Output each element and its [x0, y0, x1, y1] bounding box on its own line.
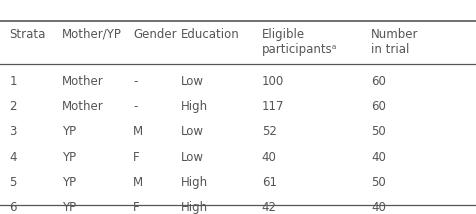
Text: 3: 3	[10, 125, 17, 138]
Text: 50: 50	[371, 176, 386, 189]
Text: 40: 40	[262, 151, 277, 164]
Text: 40: 40	[371, 201, 386, 214]
Text: High: High	[181, 176, 208, 189]
Text: Mother/YP: Mother/YP	[62, 28, 122, 41]
Text: 60: 60	[371, 75, 386, 88]
Text: Education: Education	[181, 28, 239, 41]
Text: 2: 2	[10, 100, 17, 113]
Text: 60: 60	[371, 100, 386, 113]
Text: 50: 50	[371, 125, 386, 138]
Text: 100: 100	[262, 75, 284, 88]
Text: High: High	[181, 100, 208, 113]
Text: M: M	[133, 176, 143, 189]
Text: YP: YP	[62, 151, 76, 164]
Text: 40: 40	[371, 151, 386, 164]
Text: Gender: Gender	[133, 28, 177, 41]
Text: Number
in trial: Number in trial	[371, 28, 419, 56]
Text: 61: 61	[262, 176, 277, 189]
Text: F: F	[133, 151, 140, 164]
Text: M: M	[133, 125, 143, 138]
Text: Mother: Mother	[62, 100, 104, 113]
Text: 117: 117	[262, 100, 284, 113]
Text: -: -	[133, 75, 138, 88]
Text: -: -	[133, 100, 138, 113]
Text: 42: 42	[262, 201, 277, 214]
Text: 4: 4	[10, 151, 17, 164]
Text: Strata: Strata	[10, 28, 46, 41]
Text: Eligible
participantsᵃ: Eligible participantsᵃ	[262, 28, 337, 56]
Text: 52: 52	[262, 125, 277, 138]
Text: YP: YP	[62, 125, 76, 138]
Text: High: High	[181, 201, 208, 214]
Text: 5: 5	[10, 176, 17, 189]
Text: 1: 1	[10, 75, 17, 88]
Text: 6: 6	[10, 201, 17, 214]
Text: Mother: Mother	[62, 75, 104, 88]
Text: F: F	[133, 201, 140, 214]
Text: Low: Low	[181, 151, 204, 164]
Text: YP: YP	[62, 176, 76, 189]
Text: YP: YP	[62, 201, 76, 214]
Text: Low: Low	[181, 125, 204, 138]
Text: Low: Low	[181, 75, 204, 88]
